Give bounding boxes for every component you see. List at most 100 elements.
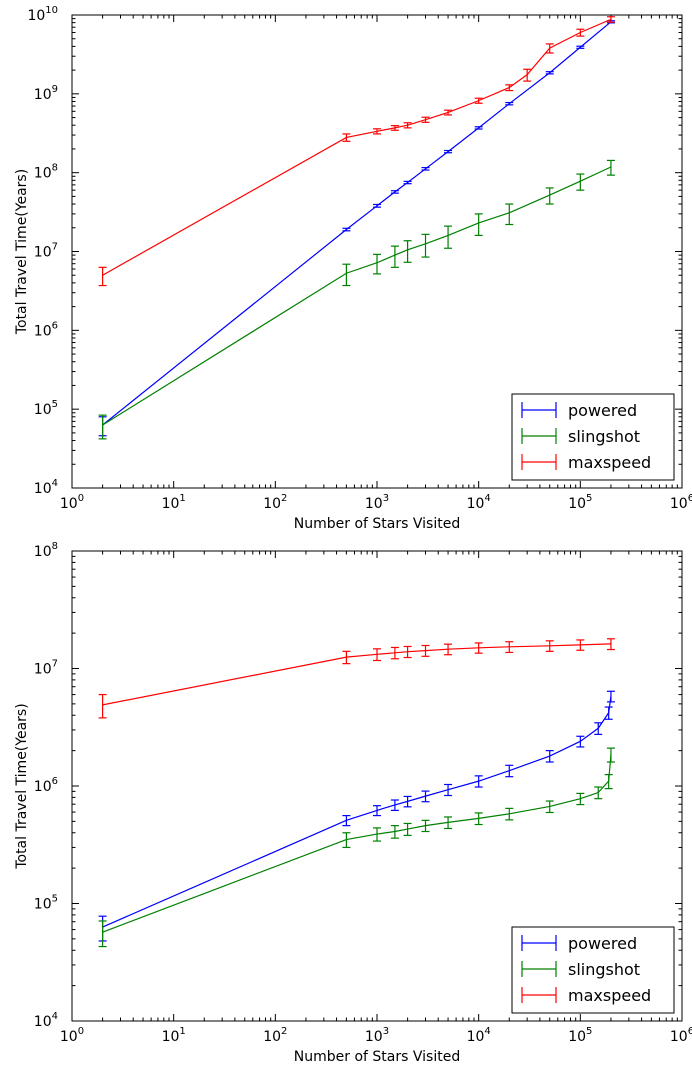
y-tick-label: 1010 (27, 5, 58, 24)
series-line-powered (102, 21, 612, 426)
series-line-slingshot (102, 166, 612, 426)
error-bar-maxspeed (342, 133, 351, 142)
error-bar-maxspeed (403, 645, 412, 659)
legend-item-powered: powered (521, 934, 637, 953)
y-axis-label: Total Travel Time(Years) (14, 169, 30, 335)
error-bar-maxspeed (342, 650, 351, 665)
error-bar-powered (474, 126, 483, 130)
error-bar-powered (421, 790, 430, 803)
error-bar-maxspeed (98, 693, 107, 719)
y-tick-label: 105 (34, 894, 58, 913)
y-tick-label: 104 (34, 1011, 58, 1030)
legend-item-powered: powered (521, 401, 637, 420)
error-bar-powered (606, 690, 615, 703)
y-tick-label: 107 (34, 242, 58, 261)
error-bar-powered (474, 775, 483, 788)
legend-label: maxspeed (568, 453, 651, 472)
error-bar-maxspeed (576, 28, 585, 37)
legend-label: powered (568, 934, 637, 953)
error-bar-slingshot (606, 747, 615, 763)
x-tick-label: 105 (568, 1026, 592, 1045)
error-bar-powered (576, 735, 585, 748)
legend-item-maxspeed: maxspeed (521, 453, 651, 472)
legend-item-slingshot: slingshot (521, 427, 640, 446)
x-tick-label: 106 (670, 1026, 692, 1045)
error-bar-maxspeed (403, 122, 412, 129)
series-line-powered (102, 696, 612, 928)
error-bar-slingshot (390, 825, 399, 839)
error-bar-slingshot (604, 774, 613, 790)
legend-label: slingshot (568, 427, 640, 446)
error-bar-slingshot (474, 213, 483, 237)
error-bar-maxspeed (421, 116, 430, 123)
x-tick-label: 101 (162, 493, 186, 512)
error-bar-powered (604, 706, 613, 720)
error-bar-powered (403, 180, 412, 185)
error-bar-powered (545, 750, 554, 763)
error-bar-powered (505, 101, 514, 106)
error-bar-slingshot (545, 187, 554, 205)
error-bar-slingshot (373, 253, 381, 275)
error-bar-maxspeed (390, 125, 399, 131)
error-bar-slingshot (505, 807, 514, 821)
legend-item-slingshot: slingshot (521, 960, 640, 979)
y-tick-label: 106 (34, 320, 58, 339)
x-tick-label: 105 (568, 493, 592, 512)
error-bar-maxspeed (373, 128, 381, 135)
error-bar-slingshot (342, 832, 351, 849)
chart-panel-2: 100 101 102 103 104 105 106 104 105 106 107 108 Numb… (14, 541, 692, 1065)
error-bar-slingshot (342, 263, 351, 287)
y-tick-label: 108 (34, 163, 58, 182)
error-bar-maxspeed (444, 643, 453, 656)
x-tick-label: 103 (365, 1026, 389, 1045)
chart-panel-1: 100 101 102 103 104 105 106 104 105 106 107 108 109 1… (14, 5, 692, 532)
error-bar-slingshot (576, 173, 585, 191)
error-bar-slingshot (421, 819, 430, 833)
error-bar-powered (390, 190, 399, 194)
legend-label: powered (568, 401, 637, 420)
error-bar-maxspeed (545, 640, 554, 652)
series-line-slingshot (102, 754, 612, 933)
series-slingshot (98, 747, 615, 948)
error-bar-maxspeed (606, 16, 615, 23)
error-bar-slingshot (421, 233, 430, 258)
error-bar-slingshot (403, 240, 412, 263)
error-bar-powered (373, 805, 381, 817)
error-bar-slingshot (505, 203, 514, 226)
error-bar-powered (342, 227, 351, 232)
error-bar-maxspeed (474, 642, 483, 654)
error-bar-maxspeed (474, 97, 483, 104)
error-bar-slingshot (474, 812, 483, 826)
error-bar-maxspeed (421, 644, 430, 657)
legend-item-maxspeed: maxspeed (521, 986, 651, 1005)
x-tick-label: 100 (60, 493, 84, 512)
series-maxspeed (98, 16, 615, 287)
error-bar-maxspeed (373, 648, 381, 662)
series-powered (98, 20, 615, 437)
error-bar-maxspeed (606, 638, 615, 651)
error-bar-powered (545, 71, 554, 75)
error-bar-maxspeed (523, 68, 532, 82)
error-bar-slingshot (98, 920, 107, 948)
legend: powered slingshot maxspeed (511, 926, 675, 1014)
error-bar-maxspeed (505, 84, 514, 92)
x-axis-label: Number of Stars Visited (294, 1049, 460, 1065)
error-bar-maxspeed (545, 43, 554, 54)
series-line-maxspeed (102, 18, 612, 276)
error-bar-maxspeed (576, 639, 585, 651)
legend-frame (511, 393, 675, 481)
x-tick-label: 104 (467, 493, 491, 512)
legend-label: slingshot (568, 960, 640, 979)
error-bar-slingshot (390, 245, 399, 268)
error-bar-powered (444, 783, 453, 797)
y-tick-label: 106 (34, 776, 58, 795)
error-bar-slingshot (576, 792, 585, 806)
error-bar-powered (403, 795, 412, 808)
x-tick-label: 100 (60, 1026, 84, 1045)
error-bar-maxspeed (505, 641, 514, 654)
x-tick-label: 101 (162, 1026, 186, 1045)
error-bar-slingshot (594, 786, 603, 800)
error-bar-powered (505, 764, 514, 778)
error-bar-slingshot (606, 159, 615, 176)
